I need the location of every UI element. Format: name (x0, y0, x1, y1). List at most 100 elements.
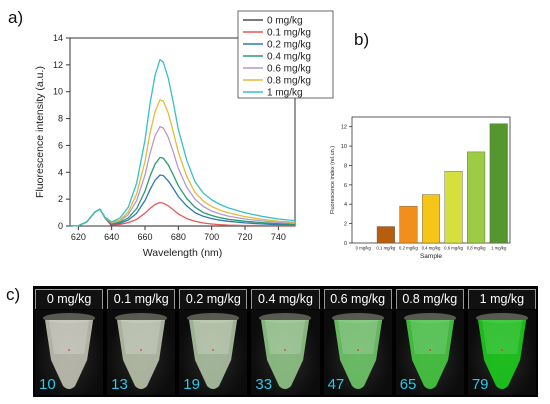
legend-label-0: 0 mg/kg (267, 16, 303, 27)
tube-concentration-label: 0.8 mg/kg (395, 289, 464, 309)
y-tick-label-b-2: 4 (344, 202, 347, 208)
tube-cell: 0.6 mg/kg 47 (322, 286, 394, 397)
tube-graphic (331, 313, 384, 389)
y-tick-label-a-7: 14 (53, 33, 63, 43)
tube-intensity-value: 19 (183, 376, 200, 393)
tube-photo: 79 (467, 310, 536, 395)
tube-cell: 0.4 mg/kg 33 (249, 286, 321, 397)
tube-graphic (43, 313, 96, 389)
bar-6 (489, 123, 508, 244)
tube-cell: 0.8 mg/kg 65 (394, 286, 466, 397)
tube-dot (284, 349, 287, 351)
tube-concentration-label: 1 mg/kg (467, 289, 536, 309)
y-tick-label-a-3: 6 (58, 140, 63, 150)
y-tick-label-a-4: 8 (58, 114, 63, 124)
tube-body (117, 320, 166, 389)
tube-cell: 0.1 mg/kg 13 (105, 286, 177, 397)
y-tick-label-b-5: 10 (341, 144, 347, 150)
tube-photo: 47 (323, 310, 392, 395)
x-tick-label-b-1: 0.1 mg/kg (376, 246, 395, 251)
tube-graphic (115, 313, 168, 389)
legend-box-a (237, 10, 334, 99)
tube-intensity-value: 65 (399, 376, 417, 393)
tube-cell: 0.2 mg/kg 19 (177, 286, 249, 397)
tube-intensity-value: 10 (39, 376, 56, 393)
tube-dot (501, 349, 503, 351)
tube-cell: 0 mg/kg 10 (33, 286, 105, 397)
tube-highlight (265, 320, 306, 354)
y-tick-label-a-5: 10 (53, 87, 63, 97)
tube-graphic (187, 313, 240, 389)
bar-1 (376, 226, 395, 244)
tube-body (261, 320, 310, 389)
x-tick-label-b-4: 0.6 mg/kg (444, 246, 463, 251)
index-bar-chart: 0 2 4 6 8 10 12 0 mg/kg 0.1 mg/kg 0.2 mg/kg 0.4 mg… (330, 116, 511, 260)
x-tick-label-b-0: 0 mg/kg (356, 246, 372, 251)
y-tick-label-b-1: 2 (344, 222, 347, 228)
y-tick-label-b-6: 12 (341, 125, 347, 131)
tube-highlight (337, 320, 378, 354)
y-tick-label-b-4: 8 (344, 163, 347, 169)
bar-3 (421, 194, 441, 244)
x-axis-label-a: Wavelength (nm) (143, 247, 223, 259)
tube-cell: 1 mg/kg 79 (466, 286, 538, 397)
tube-highlight (121, 320, 162, 354)
tube-highlight (49, 320, 90, 354)
tube-dot (212, 349, 215, 351)
y-tick-label-a-2: 4 (58, 167, 63, 177)
tube-dot (356, 349, 359, 351)
tube-photo-strip: 0 mg/kg 10 0.1 mg/kg 13 0.2 mg/kg 19 0.4 mg/kg… (33, 286, 538, 397)
tube-concentration-label: 0.1 mg/kg (107, 289, 176, 309)
y-tick-label-a-6: 12 (53, 60, 63, 70)
tube-intensity-value: 13 (111, 376, 128, 393)
tube-body (333, 320, 382, 389)
tube-photo: 13 (107, 310, 176, 395)
bar-4 (444, 171, 463, 244)
tube-intensity-value: 79 (471, 376, 489, 393)
x-tick-label-a-1: 640 (104, 232, 119, 242)
legend-label-5: 0.8 mg/kg (267, 76, 311, 87)
tube-intensity-value: 47 (327, 376, 345, 393)
x-tick-label-a-3: 680 (171, 232, 186, 242)
bar-5 (467, 151, 486, 244)
x-tick-label-b-6: 1 mg/kg (491, 246, 507, 251)
spectra-chart: 620 640 660 680 700 720 740 0 2 4 6 8 10 12 14 Waveleng… (34, 10, 334, 259)
tube-concentration-label: 0.4 mg/kg (251, 289, 320, 309)
x-tick-label-b-5: 0.8 mg/kg (467, 246, 486, 251)
panel-label-c: c) (6, 285, 21, 304)
tube-intensity-value: 33 (255, 376, 273, 393)
tube-highlight (409, 320, 450, 354)
tube-graphic (259, 313, 312, 389)
tube-graphic (403, 313, 456, 389)
legend-label-1: 0.1 mg/kg (267, 28, 311, 39)
y-tick-label-b-0: 0 (344, 241, 347, 247)
series-line-6 (69, 58, 296, 227)
legend-label-3: 0.4 mg/kg (267, 52, 311, 63)
y-axis-label-b: Fluorescence index (rel.un.) (330, 146, 336, 214)
tube-concentration-label: 0.2 mg/kg (179, 289, 248, 309)
tube-highlight (481, 320, 522, 354)
tube-highlight (193, 320, 234, 354)
y-tick-label-a-0: 0 (58, 221, 63, 231)
x-tick-label-a-0: 620 (71, 232, 86, 242)
tube-body (405, 320, 454, 389)
tube-dot (428, 349, 431, 351)
x-tick-label-a-2: 660 (137, 232, 152, 242)
tube-photo: 10 (35, 310, 104, 395)
x-tick-label-b-3: 0.4 mg/kg (422, 246, 441, 251)
x-tick-label-a-4: 700 (204, 232, 219, 242)
tube-dot (68, 349, 70, 351)
y-axis-label-a: Fluorescence intensity (a.u.) (34, 66, 46, 198)
tube-graphic (475, 313, 528, 389)
tube-body (45, 320, 94, 389)
legend-label-2: 0.2 mg/kg (267, 40, 311, 51)
panel-label-a: a) (8, 8, 24, 27)
legend-label-4: 0.6 mg/kg (267, 64, 311, 75)
tube-concentration-label: 0.6 mg/kg (323, 289, 392, 309)
x-tick-label-b-2: 0.2 mg/kg (399, 246, 418, 251)
tube-photo: 65 (395, 310, 464, 395)
tube-body (477, 320, 526, 389)
tube-photo: 33 (251, 310, 320, 395)
y-tick-label-a-1: 2 (58, 194, 63, 204)
x-tick-label-a-6: 740 (271, 232, 286, 242)
